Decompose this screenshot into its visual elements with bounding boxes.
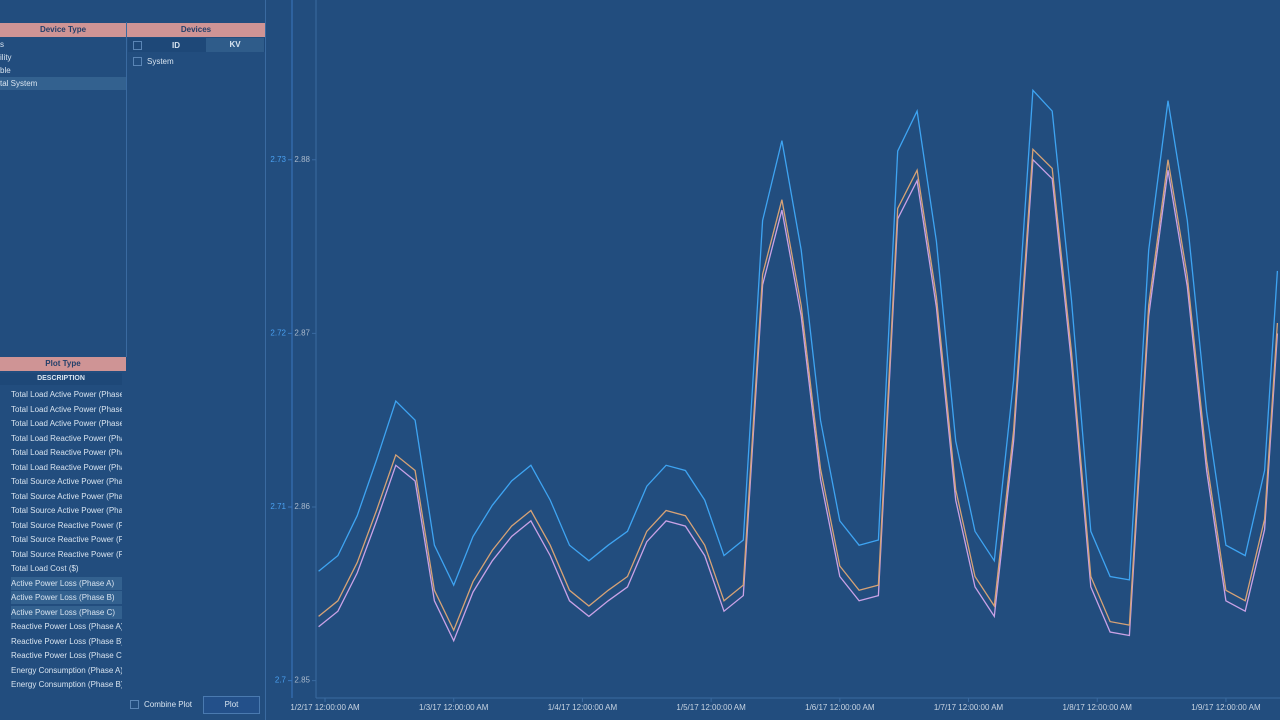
series-line [318,158,1279,643]
x-tick-label: 1/6/17 12:00:00 AM [805,703,875,712]
plot-type-item[interactable]: Active Power Loss (Phase A) [11,576,122,590]
x-tick-label: 1/2/17 12:00:00 AM [290,703,360,712]
y2-tick-label: 2.85 [294,676,310,685]
left-panel: Device Type Devices s ility ble tal Syst… [0,0,266,720]
plot-type-item[interactable]: Total Load Reactive Power (Pha [11,433,122,443]
device-type-header: Device Type [0,23,126,37]
y-tick-label: 2.7 [275,676,287,685]
description-header: DESCRIPTION [0,373,122,385]
panel-divider [126,22,127,357]
plot-type-item[interactable]: Active Power Loss (Phase B) [11,591,122,604]
x-tick-label: 1/7/17 12:00:00 AM [934,703,1004,712]
y2-tick-label: 2.88 [294,155,310,164]
device-row[interactable]: System [133,55,263,68]
plot-type-list: Total Load Active Power (Phase Total Load… [0,388,122,691]
plot-type-item[interactable]: Total Source Active Power (Pha [11,477,122,486]
y-tick-label: 2.73 [270,155,286,164]
plot-type-item[interactable]: Total Source Active Power (Pha [11,506,122,515]
plot-type-item[interactable]: Total Load Cost ($) [11,564,79,573]
plot-type-item[interactable]: Total Load Active Power (Phase [11,419,122,428]
devices-header: Devices [127,23,265,37]
y-tick-label: 2.71 [270,502,286,511]
x-tick-label: 1/3/17 12:00:00 AM [419,703,489,712]
plot-button[interactable]: Plot [203,696,260,714]
plot-type-item[interactable]: Total Source Reactive Power (Pl [11,520,122,530]
combine-plot-label: Combine Plot [144,700,193,709]
plot-type-item[interactable]: Reactive Power Loss (Phase B) [11,636,122,646]
device-type-item[interactable]: ility [0,53,12,62]
x-tick-label: 1/9/17 12:00:00 AM [1191,703,1261,712]
device-type-item[interactable]: s [0,40,4,49]
devices-column-header: ID KV [128,38,265,52]
device-type-item[interactable]: ble [0,66,11,75]
plot-type-item[interactable]: Energy Consumption (Phase A) [11,665,122,675]
plot-type-item[interactable]: Total Load Active Power (Phase [11,390,122,399]
x-tick-label: 1/4/17 12:00:00 AM [548,703,618,712]
plot-type-item[interactable]: Total Load Reactive Power (Pha [11,462,122,472]
device-type-item[interactable]: tal System [0,77,126,90]
plot-type-item[interactable]: Total Source Active Power (Pha [11,491,122,501]
plot-type-item[interactable]: Active Power Loss (Phase C) [11,605,122,619]
checkbox[interactable] [133,57,142,67]
column-header: ID [172,41,180,50]
series-line [318,88,1279,587]
plot-type-item[interactable]: Energy Consumption (Phase B) [11,680,122,689]
device-id: System [147,57,174,66]
combine-plot[interactable]: Combine Plot [130,700,193,710]
plot-type-item[interactable]: Total Source Reactive Power (Pl [11,535,122,544]
x-tick-label: 1/5/17 12:00:00 AM [676,703,746,712]
plot-type-header: Plot Type [0,357,126,371]
y2-tick-label: 2.87 [294,328,310,337]
series-line [318,147,1279,632]
plot-type-item[interactable]: Reactive Power Loss (Phase A) [11,622,122,631]
plot-type-item[interactable]: Total Source Reactive Power (Pl [11,549,122,559]
plot-type-item[interactable]: Total Load Reactive Power (Pha [11,448,122,457]
y2-tick-label: 2.86 [294,502,310,511]
panel-border [265,0,266,720]
column-header: KV [206,38,264,52]
plot-type-item[interactable]: Total Load Active Power (Phase [11,404,122,414]
checkbox[interactable] [130,700,139,710]
y-tick-label: 2.72 [270,328,286,337]
x-tick-label: 1/8/17 12:00:00 AM [1063,703,1133,712]
plot-type-item[interactable]: Reactive Power Loss (Phase C) [11,651,122,660]
checkbox[interactable] [133,41,142,50]
